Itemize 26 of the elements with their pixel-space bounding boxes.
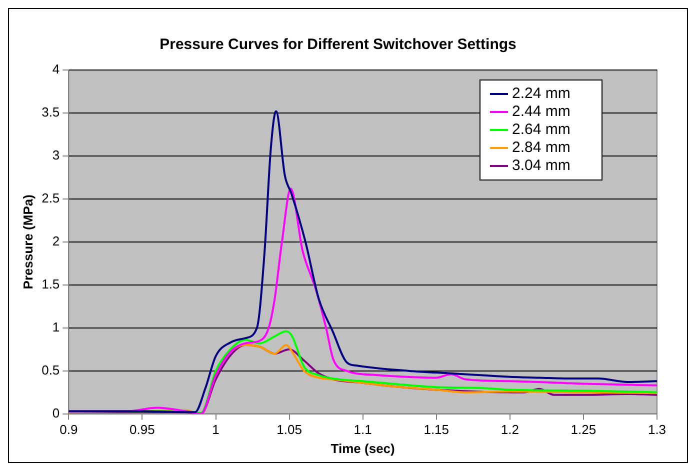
legend-label: 2.64 mm xyxy=(512,121,570,138)
y-tick-label: 4 xyxy=(52,62,60,77)
legend-label: 2.24 mm xyxy=(512,85,570,102)
legend-label: 2.44 mm xyxy=(512,103,570,120)
x-axis-title: Time (sec) xyxy=(330,440,395,456)
x-tick-label: 1.25 xyxy=(570,422,596,438)
x-tick-label: 1 xyxy=(212,422,220,438)
x-tick-label: 0.9 xyxy=(60,422,78,438)
legend-label: 3.04 mm xyxy=(512,157,570,174)
x-tick-label: 1.3 xyxy=(648,422,666,438)
x-tick-label: 1.05 xyxy=(276,422,302,438)
y-tick-label: 0.5 xyxy=(42,362,60,378)
y-tick-label: 2.5 xyxy=(42,190,60,206)
x-tick-label: 1.2 xyxy=(500,422,519,438)
x-tick-label: 1.15 xyxy=(424,422,450,438)
x-tick-label: 0.95 xyxy=(130,422,155,438)
y-tick-label: 0 xyxy=(52,405,60,420)
chart-title: Pressure Curves for Different Switchover Settings xyxy=(160,36,516,54)
y-tick-label: 1 xyxy=(52,319,60,334)
legend-label: 2.84 mm xyxy=(512,139,570,156)
y-tick-label: 3 xyxy=(52,148,60,163)
y-tick-label: 3.5 xyxy=(42,104,60,120)
y-tick-label: 1.5 xyxy=(42,276,60,292)
x-tick-label: 1.1 xyxy=(354,422,372,438)
y-axis-title: Pressure (MPa) xyxy=(20,194,36,290)
y-tick-label: 2 xyxy=(52,233,60,248)
